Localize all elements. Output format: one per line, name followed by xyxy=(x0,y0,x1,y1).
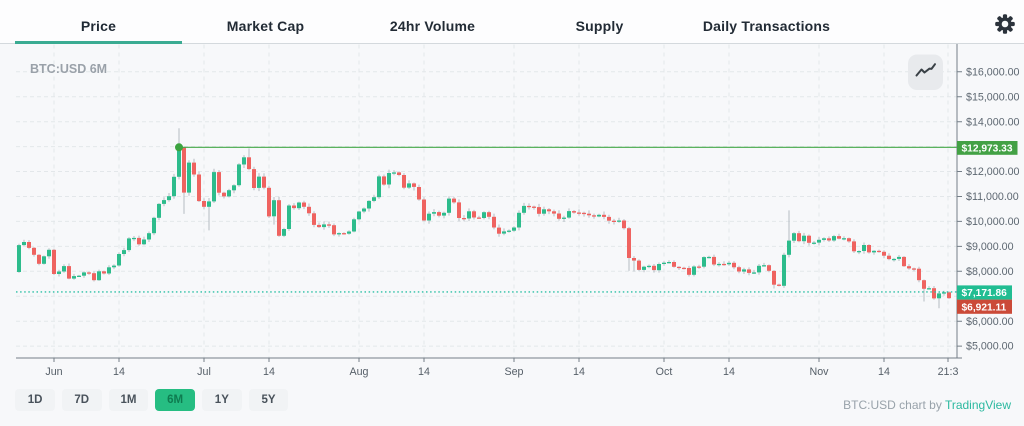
svg-text:$12,973.33: $12,973.33 xyxy=(962,144,1013,155)
svg-text:$6,921.11: $6,921.11 xyxy=(962,302,1007,313)
svg-text:$9,000.00: $9,000.00 xyxy=(966,241,1014,253)
svg-text:$6,000.00: $6,000.00 xyxy=(966,316,1014,328)
svg-text:Aug: Aug xyxy=(349,366,368,378)
svg-text:14: 14 xyxy=(418,366,430,378)
svg-text:$5,000.00: $5,000.00 xyxy=(966,341,1014,353)
svg-text:14: 14 xyxy=(878,366,890,378)
svg-text:$11,000.00: $11,000.00 xyxy=(966,191,1019,203)
svg-text:$7,171.86: $7,171.86 xyxy=(962,288,1008,299)
svg-text:14: 14 xyxy=(573,366,585,378)
svg-text:Nov: Nov xyxy=(809,366,829,378)
svg-text:$14,000.00: $14,000.00 xyxy=(966,116,1020,128)
svg-text:$10,000.00: $10,000.00 xyxy=(966,216,1020,228)
svg-text:$8,000.00: $8,000.00 xyxy=(966,266,1014,278)
svg-text:14: 14 xyxy=(723,366,735,378)
svg-text:BTC:USD 6M: BTC:USD 6M xyxy=(30,62,107,76)
svg-text:21:3: 21:3 xyxy=(938,366,959,378)
svg-text:14: 14 xyxy=(263,366,275,378)
svg-text:Oct: Oct xyxy=(656,366,673,378)
svg-text:$15,000.00: $15,000.00 xyxy=(966,91,1020,103)
svg-text:14: 14 xyxy=(113,366,125,378)
svg-text:Jul: Jul xyxy=(197,366,211,378)
svg-text:Jun: Jun xyxy=(45,366,62,378)
svg-text:$16,000.00: $16,000.00 xyxy=(966,66,1020,78)
svg-text:Sep: Sep xyxy=(504,366,523,378)
svg-text:$12,000.00: $12,000.00 xyxy=(966,166,1020,178)
